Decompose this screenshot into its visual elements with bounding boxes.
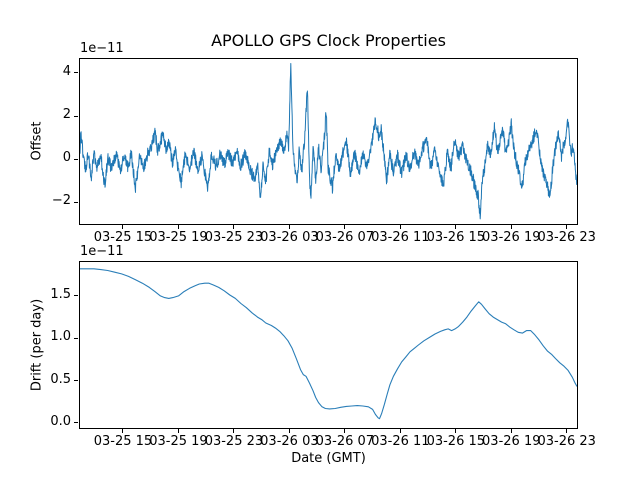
x-tick-label: 03-26 23 [537,230,596,245]
x-tick-label: 03-25 19 [149,434,208,449]
y-tick-mark [74,115,78,117]
x-tick-mark [233,429,235,433]
x-tick-label: 03-26 15 [426,230,486,245]
x-tick-mark [344,429,346,433]
drift-line [80,268,577,420]
x-tick-mark [399,225,401,229]
x-tick-label: 03-25 19 [149,230,208,245]
x-tick-mark [455,225,457,229]
x-tick-mark [177,225,179,229]
x-tick-label: 03-26 19 [482,230,541,245]
offset-line [80,63,577,220]
x-tick-label: 03-26 15 [426,434,486,449]
x-tick-label: 03-26 03 [260,230,319,245]
offset-axes [79,58,578,225]
drift-axes [79,261,578,429]
x-tick-mark [288,429,290,433]
x-tick-mark [510,225,512,229]
y-tick-label: −2 [51,193,71,209]
x-tick-label: 03-26 07 [315,434,375,449]
x-tick-label: 03-26 11 [371,230,430,245]
x-tick-mark [122,225,124,229]
drift-scale-label: 1e−11 [80,244,124,259]
x-tick-mark [455,429,457,433]
x-tick-mark [288,225,290,229]
y-tick-mark [74,201,78,203]
y-tick-mark [74,422,78,424]
offset-scale-label: 1e−11 [80,41,124,56]
chart-title: APOLLO GPS Clock Properties [211,31,446,50]
y-tick-label: 1.0 [50,329,71,345]
y-tick-mark [74,158,78,160]
x-tick-label: 03-25 23 [204,230,264,245]
x-tick-mark [122,429,124,433]
x-tick-mark [233,225,235,229]
x-tick-mark [566,429,568,433]
y-tick-label: 1.5 [50,286,71,302]
x-tick-label: 03-26 07 [315,230,375,245]
drift-plot-svg [80,268,577,420]
x-tick-label: 03-25 15 [93,230,153,245]
x-tick-mark [510,429,512,433]
y-tick-label: 4 [62,63,71,79]
y-tick-label: 0.0 [50,413,71,429]
y-tick-label: 0 [62,150,71,166]
x-tick-label: 03-25 15 [93,434,153,449]
y-tick-mark [74,295,78,297]
x-tick-label: 03-26 03 [260,434,319,449]
x-tick-mark [399,429,401,433]
x-tick-mark [177,429,179,433]
x-tick-label: 03-26 11 [371,434,430,449]
y-tick-mark [74,72,78,74]
y-tick-mark [74,380,78,382]
x-tick-label: 03-25 23 [204,434,264,449]
x-axis-label: Date (GMT) [291,451,366,466]
y-tick-label: 0.5 [50,371,71,387]
x-tick-label: 03-26 19 [482,434,541,449]
x-tick-label: 03-26 23 [537,434,596,449]
x-tick-mark [344,225,346,229]
offset-plot-svg [80,63,577,220]
y-tick-mark [74,337,78,339]
x-tick-mark [566,225,568,229]
y-tick-label: 2 [62,107,71,122]
